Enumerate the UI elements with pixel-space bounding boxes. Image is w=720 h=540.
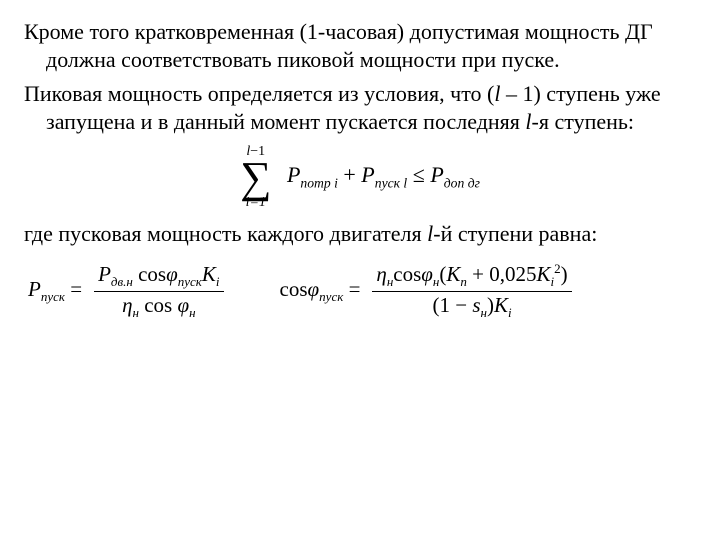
subscript: пуск l: [375, 176, 407, 191]
subscript: пуск: [319, 289, 343, 304]
summation: l−1 ∑ i=1: [240, 145, 271, 210]
var-K: K: [202, 262, 216, 286]
text: -я ступень:: [532, 109, 635, 134]
var-phi: φ: [421, 262, 433, 286]
var-P: P: [287, 162, 300, 187]
var-K: K: [537, 262, 551, 286]
subscript: пуск: [178, 274, 202, 289]
paren: (1 −: [432, 293, 472, 317]
lhs-cosphi: cosφпуск =: [280, 276, 361, 306]
paragraph-intro: Кроме того кратковременная (1-часовая) д…: [24, 18, 696, 74]
paren: ): [561, 262, 568, 286]
inequality-body: Pпотр i + Pпуск l ≤ Pдоп дг: [287, 162, 480, 187]
plus: +: [338, 162, 361, 187]
subscript: потр i: [300, 176, 337, 191]
text: Пиковая мощность определяется из условия…: [24, 81, 494, 106]
var-P: P: [361, 162, 374, 187]
subscript: пуск: [41, 289, 65, 304]
var-P: P: [430, 162, 443, 187]
text: Кроме того кратковременная (1-часовая) д…: [24, 19, 653, 72]
sigma-icon: ∑: [240, 159, 271, 196]
equals: =: [65, 277, 82, 301]
le-sign: ≤: [407, 162, 430, 187]
cos: cos: [139, 293, 178, 317]
fraction-ppusk: Pдв.н cosφпускKi ηн cos φн: [94, 263, 223, 320]
var-K: K: [494, 293, 508, 317]
subscript: i: [551, 274, 555, 289]
plus-const: + 0,025: [467, 262, 537, 286]
paragraph-where: где пусковая мощность каждого двигателя …: [24, 220, 696, 248]
text: -й ступени равна:: [433, 221, 597, 246]
var-phi: φ: [308, 277, 320, 301]
subscript: н: [189, 305, 195, 320]
var-P: P: [98, 262, 111, 286]
subscript: i: [508, 305, 512, 320]
var-phi: φ: [166, 262, 178, 286]
fraction-cosphi: ηнcosφн(Kп + 0,025Ki2) (1 − sн)Ki: [372, 262, 571, 320]
cos: cos: [133, 262, 166, 286]
subscript: дв.н: [111, 274, 133, 289]
var-P: P: [28, 277, 41, 301]
var-eta: η: [376, 262, 386, 286]
var-eta: η: [122, 293, 132, 317]
equals: =: [343, 277, 360, 301]
var-phi: φ: [177, 293, 189, 317]
subscript: доп дг: [444, 176, 480, 191]
cos: cos: [280, 277, 308, 301]
var-K: K: [446, 262, 460, 286]
paragraph-condition: Пиковая мощность определяется из условия…: [24, 80, 696, 136]
var-s: s: [472, 293, 480, 317]
cos: cos: [393, 262, 421, 286]
formula-equations: Pпуск = Pдв.н cosφпускKi ηн cos φн cosφп…: [24, 262, 696, 320]
paren: ): [487, 293, 494, 317]
text: где пусковая мощность каждого двигателя: [24, 221, 427, 246]
subscript: i: [216, 274, 220, 289]
formula-inequality: l−1 ∑ i=1 Pпотр i + Pпуск l ≤ Pдоп дг: [24, 145, 696, 210]
lhs-ppusk: Pпуск =: [28, 276, 82, 306]
